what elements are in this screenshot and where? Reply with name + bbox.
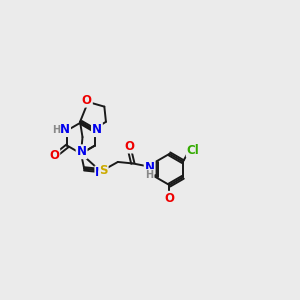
Text: N: N	[95, 167, 105, 179]
Text: N: N	[92, 123, 102, 136]
Text: Cl: Cl	[187, 144, 200, 157]
Text: H: H	[52, 124, 60, 135]
Text: S: S	[99, 164, 108, 177]
Text: N: N	[76, 145, 87, 158]
Text: N: N	[60, 123, 70, 136]
Text: H: H	[146, 170, 154, 180]
Text: O: O	[124, 140, 134, 153]
Text: N: N	[145, 160, 154, 174]
Text: O: O	[82, 94, 92, 107]
Text: O: O	[164, 192, 174, 205]
Text: O: O	[49, 149, 59, 162]
